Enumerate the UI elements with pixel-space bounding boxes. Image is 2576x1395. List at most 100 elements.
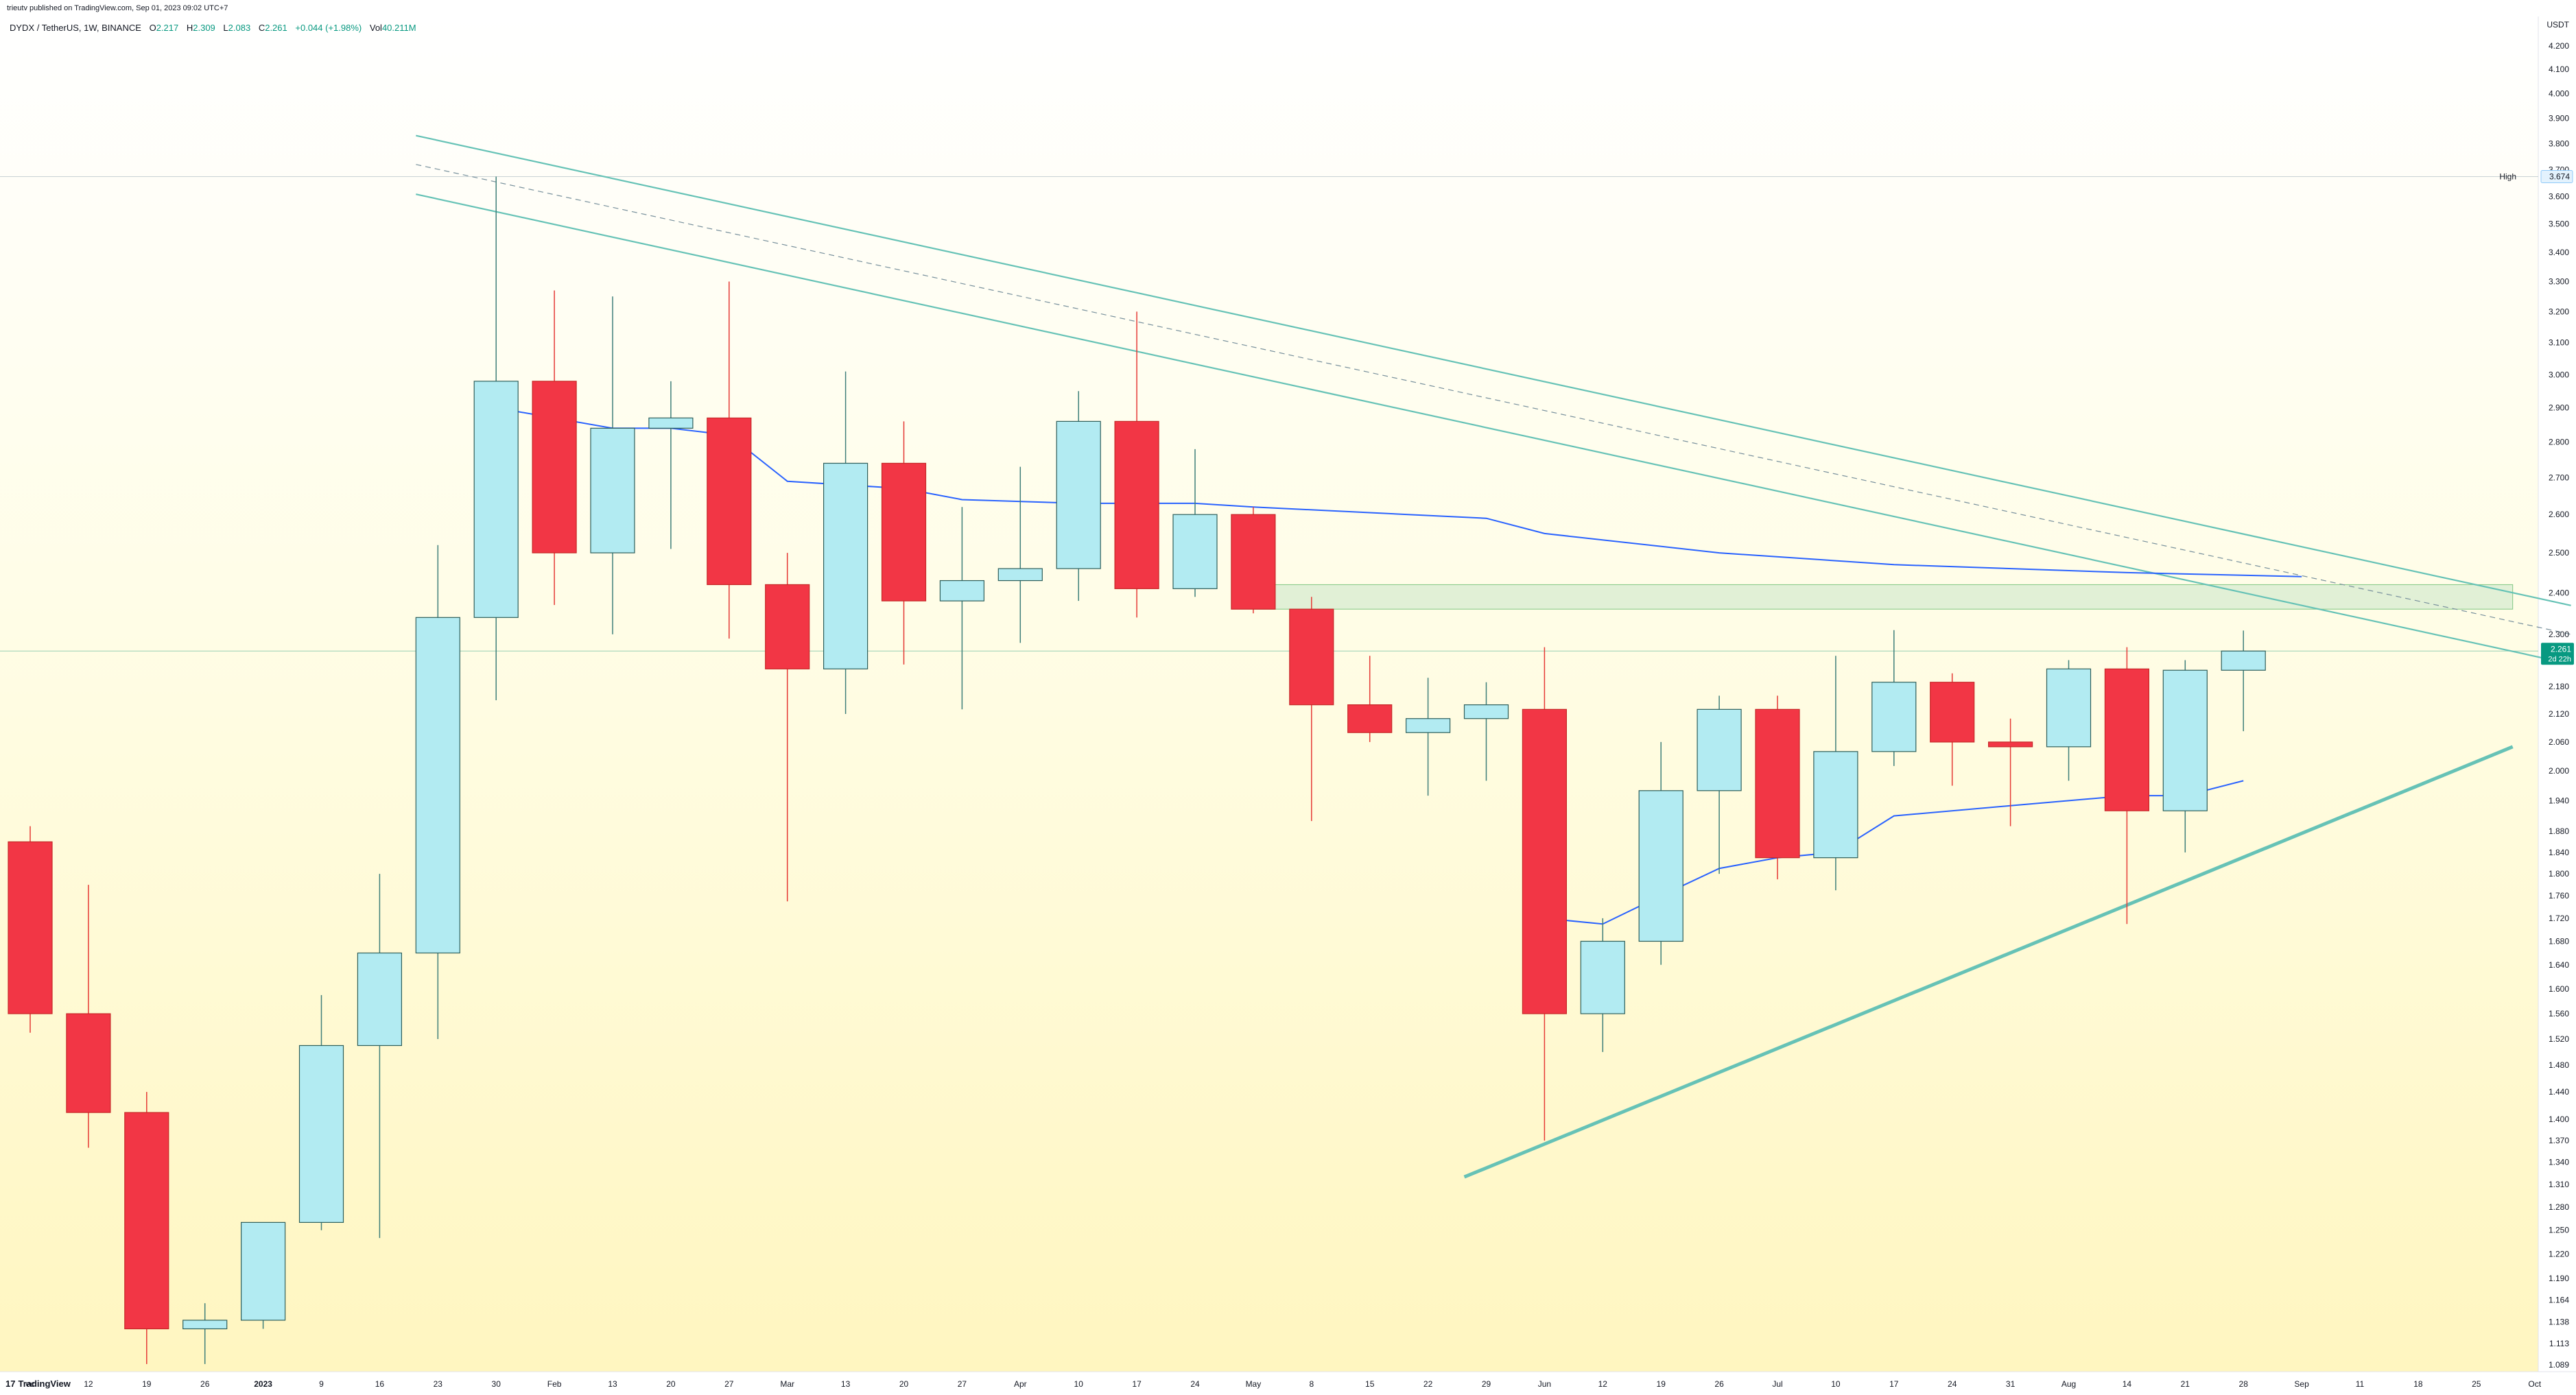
plot-background bbox=[0, 16, 2538, 1372]
price-tick-label: 3.300 bbox=[2549, 277, 2569, 287]
candle bbox=[2221, 630, 2266, 732]
candle bbox=[1697, 695, 1742, 874]
time-tick-label: 18 bbox=[2413, 1379, 2423, 1389]
price-tick-label: 3.200 bbox=[2549, 307, 2569, 316]
candle bbox=[1522, 647, 1567, 1141]
high-badge bbox=[2540, 170, 2573, 184]
time-tick-label: 25 bbox=[2472, 1379, 2481, 1389]
candle-body bbox=[241, 1221, 286, 1321]
candle bbox=[1289, 597, 1334, 822]
price-tick-label: 1.310 bbox=[2549, 1180, 2569, 1189]
time-tick-label: 27 bbox=[724, 1379, 734, 1389]
change-value: +0.044 (+1.98%) bbox=[295, 23, 362, 33]
time-tick-label: 20 bbox=[666, 1379, 676, 1389]
candle bbox=[1930, 673, 1975, 786]
candle bbox=[298, 994, 344, 1230]
candle-body bbox=[590, 427, 635, 553]
price-tick-label: 1.113 bbox=[2549, 1339, 2569, 1348]
price-tick-label: 1.250 bbox=[2549, 1226, 2569, 1235]
candle-body bbox=[8, 841, 53, 1014]
time-tick-label: 29 bbox=[1482, 1379, 1491, 1389]
price-tick-label: 3.600 bbox=[2549, 192, 2569, 202]
time-tick-label: 15 bbox=[1365, 1379, 1375, 1389]
candle bbox=[590, 296, 635, 634]
time-tick-label: 10 bbox=[1831, 1379, 1841, 1389]
time-tick-label: 12 bbox=[84, 1379, 93, 1389]
candle-body bbox=[357, 952, 403, 1047]
candle bbox=[765, 553, 810, 902]
candle-body bbox=[881, 462, 927, 601]
time-tick-label: Apr bbox=[1014, 1379, 1027, 1389]
close-value: 2.261 bbox=[265, 23, 287, 33]
candle-body bbox=[124, 1112, 169, 1330]
candle bbox=[939, 507, 985, 710]
publisher-text: trieutv published on TradingView.com, Se… bbox=[7, 4, 228, 12]
candle bbox=[124, 1092, 169, 1364]
price-tick-label: 1.840 bbox=[2549, 848, 2569, 857]
time-tick-label: 21 bbox=[2181, 1379, 2190, 1389]
price-tick-label: 1.089 bbox=[2549, 1360, 2569, 1370]
candle bbox=[1463, 682, 1509, 781]
candle-body bbox=[66, 1013, 111, 1113]
candle bbox=[1871, 630, 1917, 766]
candle-body bbox=[765, 584, 810, 669]
price-tick-label: 2.700 bbox=[2549, 473, 2569, 482]
time-tick-label: Aug bbox=[2061, 1379, 2076, 1389]
candle-body bbox=[182, 1320, 228, 1330]
candle-body bbox=[415, 617, 460, 954]
candle bbox=[823, 371, 868, 715]
time-tick-label: 23 bbox=[434, 1379, 443, 1389]
time-tick-label: 20 bbox=[899, 1379, 909, 1389]
time-tick-label: Jul bbox=[1772, 1379, 1782, 1389]
time-tick-label: 13 bbox=[841, 1379, 851, 1389]
candle-body bbox=[1988, 741, 2033, 748]
time-tick-label: ec bbox=[26, 1379, 35, 1389]
candle bbox=[1347, 656, 1393, 742]
close-label: C bbox=[258, 23, 265, 33]
time-tick-label: May bbox=[1246, 1379, 1262, 1389]
candle bbox=[2046, 660, 2092, 781]
symbol-name[interactable]: DYDX / TetherUS, 1W, BINANCE bbox=[10, 23, 141, 33]
time-tick-label: 22 bbox=[1423, 1379, 1433, 1389]
resistance-channel-line bbox=[416, 134, 2571, 606]
price-tick-label: 4.200 bbox=[2549, 41, 2569, 51]
volume-value: 40.211M bbox=[381, 23, 416, 33]
candle-body bbox=[1231, 514, 1276, 610]
support-trendline bbox=[1463, 745, 2514, 1179]
candle bbox=[1580, 918, 1625, 1052]
time-tick-label: 17 bbox=[1889, 1379, 1899, 1389]
candle bbox=[1813, 656, 1858, 891]
candle-body bbox=[1522, 708, 1567, 1014]
price-tick-label: 2.180 bbox=[2549, 682, 2569, 691]
price-tick-label: 1.138 bbox=[2549, 1317, 2569, 1326]
price-tick-label: 1.520 bbox=[2549, 1034, 2569, 1044]
tradingview-logo-icon: 17 bbox=[5, 1379, 16, 1389]
price-tick-label: 2.120 bbox=[2549, 709, 2569, 719]
tradingview-brand: TradingView bbox=[18, 1379, 71, 1389]
bar-countdown: 2d 22h bbox=[2548, 655, 2571, 663]
time-tick-label: 10 bbox=[1074, 1379, 1084, 1389]
candle-body bbox=[1930, 682, 1975, 743]
resistance-channel-line bbox=[416, 193, 2571, 665]
candle-body bbox=[1406, 718, 1451, 733]
candle-body bbox=[1871, 682, 1917, 752]
publisher-bar: trieutv published on TradingView.com, Se… bbox=[0, 0, 2576, 16]
currency-label: USDT bbox=[2547, 20, 2569, 29]
time-tick-label: 14 bbox=[2123, 1379, 2132, 1389]
price-tick-label: 1.600 bbox=[2549, 984, 2569, 994]
time-tick-label: 24 bbox=[1948, 1379, 1957, 1389]
candle bbox=[1988, 718, 2033, 826]
time-tick-label: 16 bbox=[375, 1379, 385, 1389]
price-tick-label: 1.370 bbox=[2549, 1136, 2569, 1145]
candle bbox=[182, 1303, 228, 1364]
candle bbox=[532, 290, 577, 606]
candle bbox=[1755, 695, 1800, 880]
time-tick-label: Mar bbox=[780, 1379, 794, 1389]
time-tick-label: 8 bbox=[1309, 1379, 1314, 1389]
price-tick-label: 2.000 bbox=[2549, 766, 2569, 776]
candle bbox=[66, 885, 111, 1148]
candle bbox=[1231, 507, 1276, 614]
candle bbox=[1406, 678, 1451, 796]
price-tick-label: 3.100 bbox=[2549, 338, 2569, 348]
